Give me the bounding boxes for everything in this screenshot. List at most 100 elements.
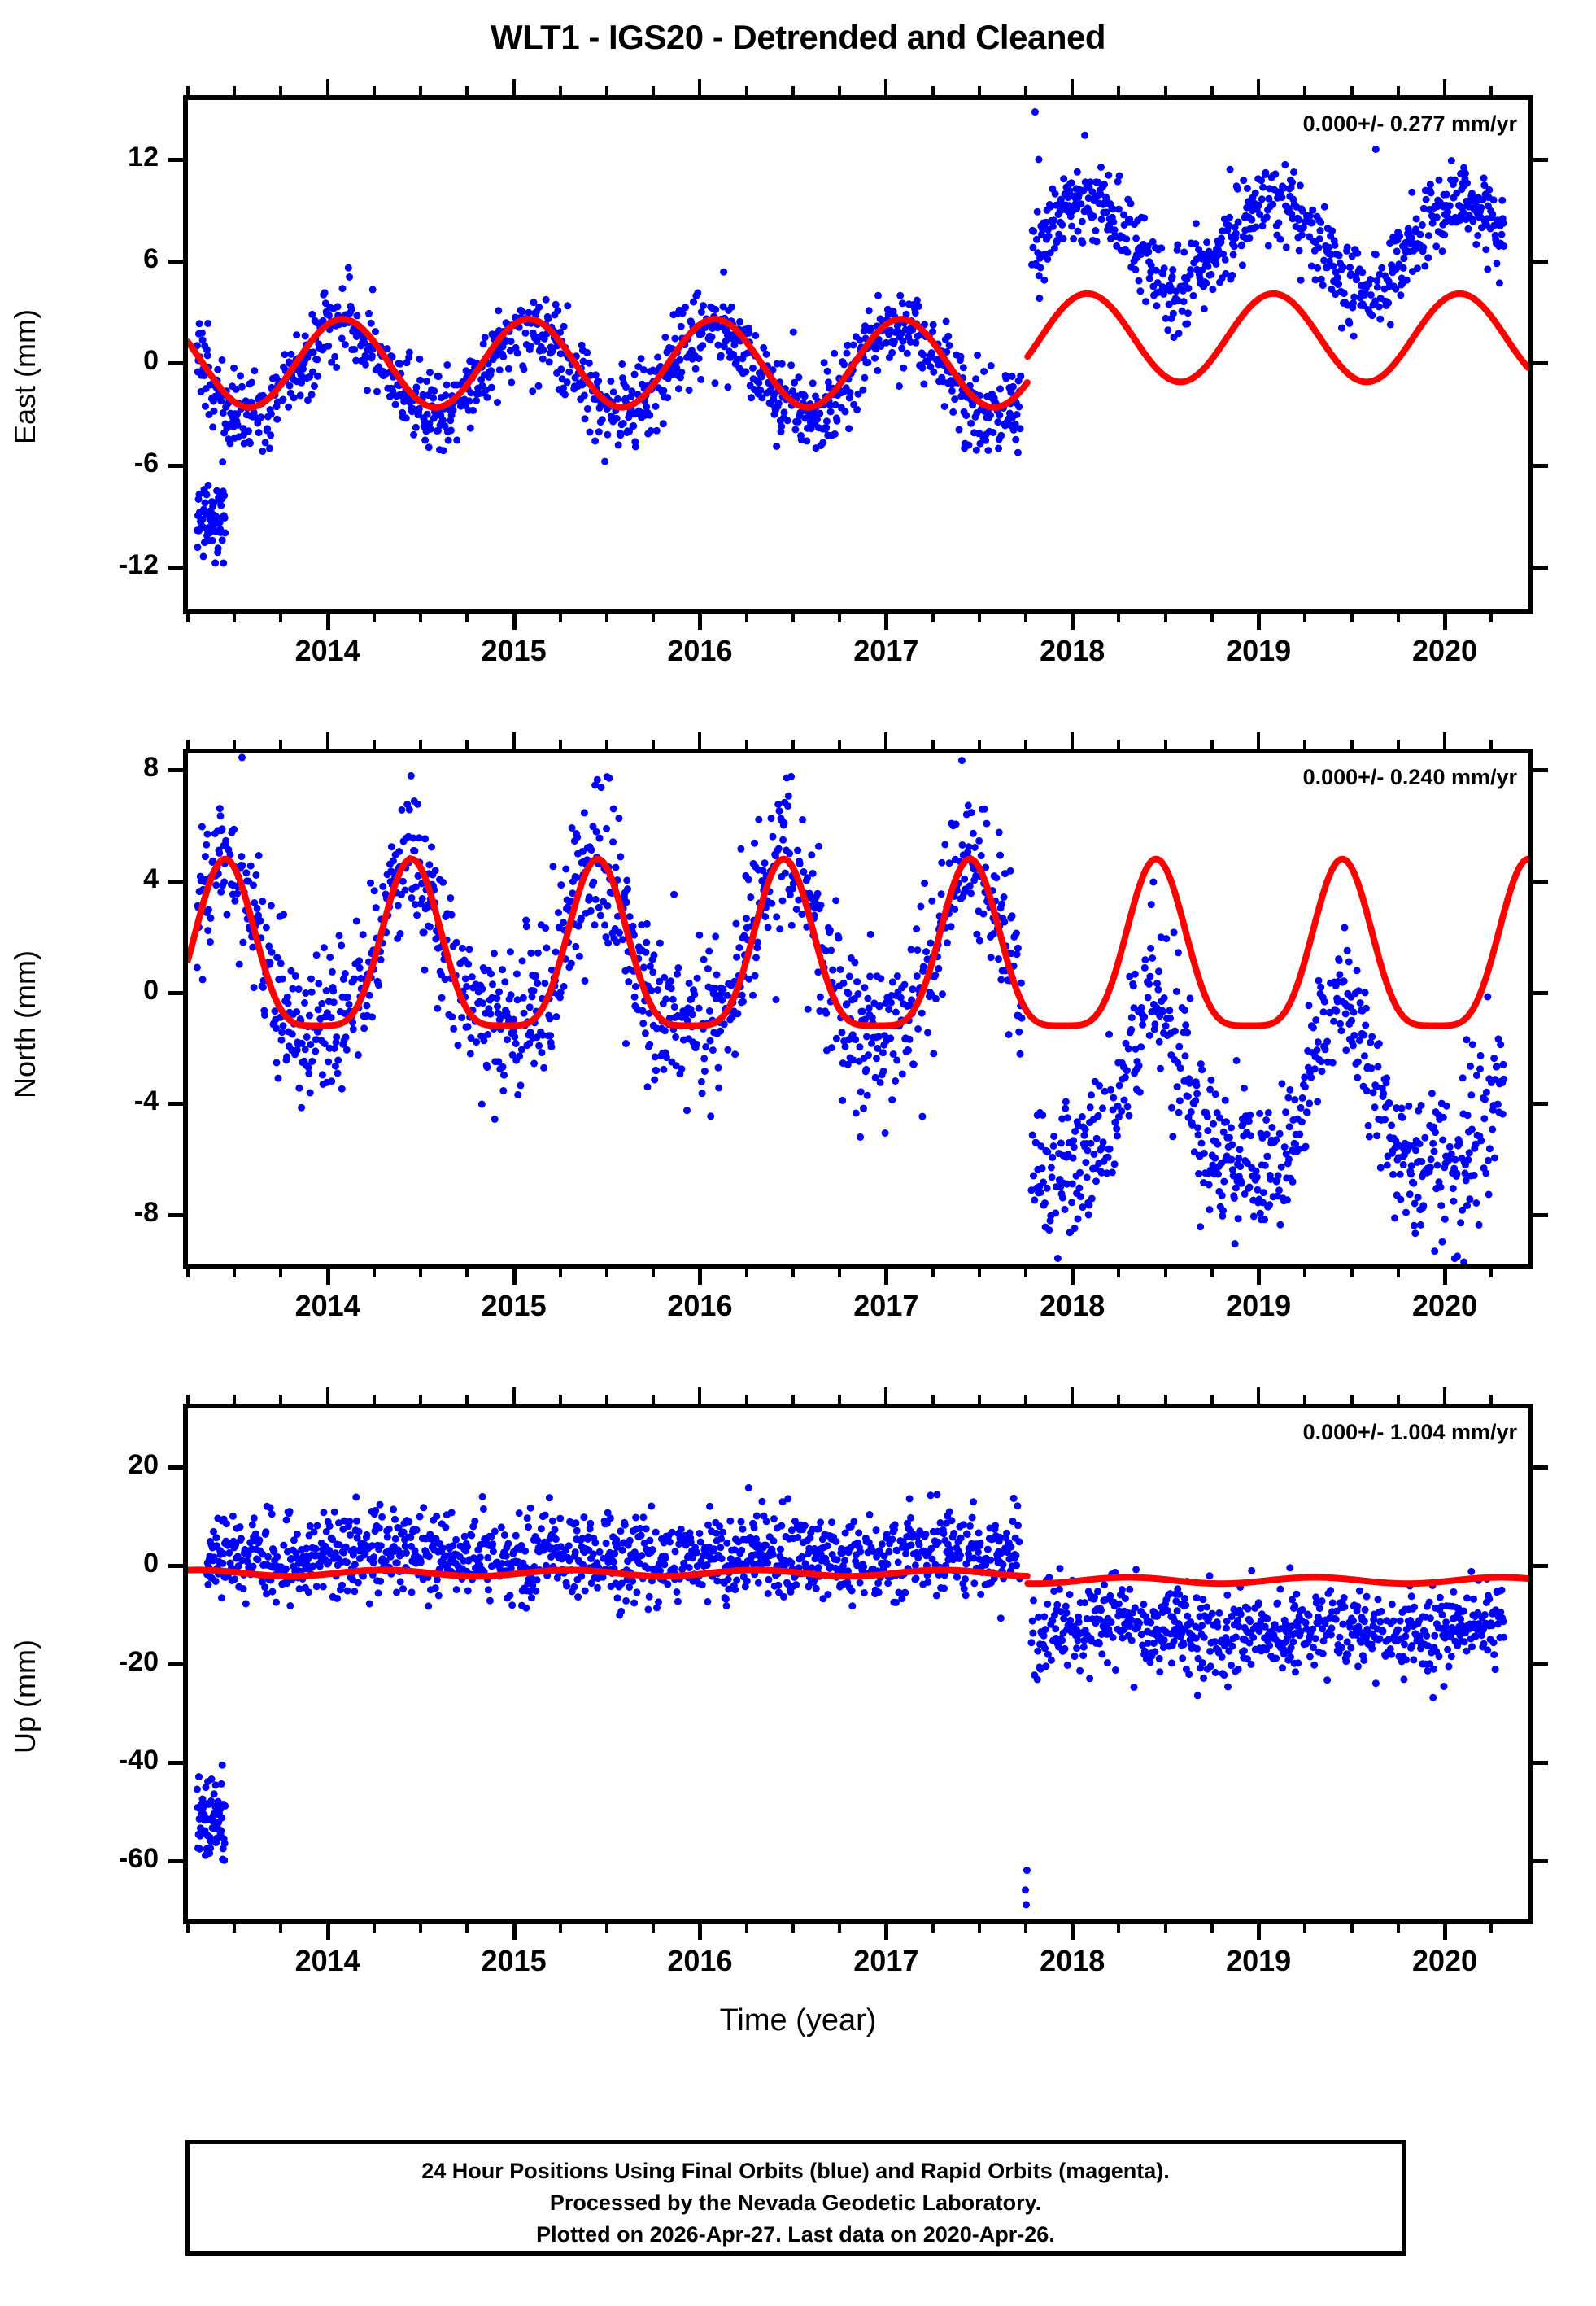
x-tick-mark-minor	[558, 1267, 562, 1277]
footer-line-1: 24 Hour Positions Using Final Orbits (bl…	[421, 2159, 1170, 2183]
x-tick-mark-minor	[1024, 1922, 1027, 1933]
plot-area-north	[188, 753, 1528, 1264]
x-tick-mark-minor	[279, 1922, 283, 1933]
y-tick-label: -60	[118, 1842, 159, 1874]
x-tick-mark-top	[233, 1395, 237, 1405]
x-tick-mark-top	[931, 86, 935, 97]
x-tick-mark-minor	[186, 1922, 190, 1933]
x-tick-mark-minor	[1163, 1922, 1167, 1933]
x-tick-label: 2020	[1411, 1944, 1478, 1977]
x-tick-mark-minor	[791, 612, 795, 622]
x-tick-mark-top	[1350, 740, 1354, 750]
x-tick-mark-top	[1163, 1395, 1167, 1405]
x-tick-mark-major	[512, 1267, 517, 1285]
x-tick-mark-major	[1071, 612, 1075, 630]
x-tick-mark-minor	[372, 612, 376, 622]
plot-area-east	[188, 108, 1528, 567]
x-tick-mark-top	[1396, 86, 1400, 97]
x-tick-mark-minor	[1489, 1922, 1494, 1933]
x-tick-mark-minor	[1117, 1922, 1121, 1933]
y-tick-mark	[168, 768, 183, 773]
x-tick-mark-top	[931, 740, 935, 750]
x-tick-mark-major	[1443, 1267, 1447, 1285]
x-tick-mark-major	[1257, 612, 1262, 630]
x-tick-mark-minor	[419, 1922, 423, 1933]
x-tick-mark-top	[419, 740, 423, 750]
x-tick-mark-minor	[652, 1267, 656, 1277]
y-tick-label: -6	[133, 447, 159, 478]
y-tick-mark-right	[1533, 1102, 1548, 1107]
x-tick-label: 2019	[1226, 1944, 1292, 1977]
x-tick-mark-minor	[1396, 612, 1400, 622]
x-tick-mark-major	[1071, 1922, 1075, 1940]
y-tick-label: 0	[143, 974, 159, 1006]
x-tick-mark-minor	[279, 612, 283, 622]
x-tick-mark-top	[1489, 1395, 1494, 1405]
x-tick-label: 2018	[1040, 634, 1105, 667]
x-tick-mark-top	[1489, 740, 1494, 750]
x-tick-mark-minor	[1210, 1922, 1214, 1933]
x-tick-mark-top	[279, 86, 283, 97]
plot-frame-up	[183, 1404, 1533, 1924]
x-tick-label: 2017	[853, 634, 919, 667]
y-tick-mark	[168, 1212, 183, 1217]
x-tick-mark-top	[186, 1395, 190, 1405]
x-tick-mark-minor	[233, 1922, 237, 1933]
x-tick-mark-top	[233, 86, 237, 97]
y-tick-mark	[168, 1858, 183, 1863]
x-tick-mark-top	[512, 79, 516, 97]
rate-annotation-east: 0.000+/- 0.277 mm/yr	[1302, 111, 1517, 136]
x-tick-mark-top	[977, 740, 981, 750]
x-tick-mark-top	[838, 1395, 842, 1405]
x-axis-title: Time (year)	[719, 2003, 877, 2037]
x-tick-mark-top	[1117, 86, 1121, 97]
y-tick-mark-right	[1533, 158, 1548, 163]
x-tick-mark-top	[1210, 1395, 1214, 1405]
y-tick-mark-right	[1533, 1662, 1548, 1666]
y-tick-mark	[168, 990, 183, 995]
x-tick-label: 2020	[1411, 634, 1478, 667]
x-tick-mark-minor	[605, 1267, 608, 1277]
x-tick-mark-minor	[744, 1267, 748, 1277]
x-tick-mark-top	[325, 79, 329, 97]
x-tick-mark-minor	[977, 1922, 981, 1933]
x-tick-mark-minor	[233, 1267, 237, 1277]
x-tick-label: 2020	[1411, 1289, 1478, 1322]
x-tick-mark-top	[1117, 740, 1121, 750]
y-tick-label: 4	[143, 863, 159, 894]
x-tick-mark-minor	[1489, 612, 1494, 622]
x-tick-mark-minor	[558, 1922, 562, 1933]
x-tick-mark-minor	[1210, 1267, 1214, 1277]
y-tick-mark-right	[1533, 1465, 1548, 1470]
x-tick-mark-top	[884, 79, 888, 97]
x-tick-mark-major	[1257, 1267, 1262, 1285]
y-tick-mark	[168, 1760, 183, 1765]
y-tick-mark-right	[1533, 1212, 1548, 1217]
x-tick-label: 2016	[667, 1944, 733, 1977]
x-tick-label: 2015	[481, 634, 547, 667]
x-tick-mark-minor	[1117, 612, 1121, 622]
x-tick-mark-minor	[1303, 1267, 1307, 1277]
x-tick-label: 2016	[667, 634, 733, 667]
x-tick-mark-minor	[1117, 1267, 1121, 1277]
x-tick-mark-top	[186, 740, 190, 750]
x-tick-mark-top	[186, 86, 190, 97]
x-tick-mark-top	[605, 86, 608, 97]
y-tick-label: -12	[118, 548, 159, 580]
x-tick-mark-minor	[419, 612, 423, 622]
x-tick-mark-major	[325, 1922, 330, 1940]
x-tick-mark-top	[1257, 1387, 1261, 1405]
x-tick-mark-top	[1071, 1387, 1075, 1405]
y-tick-label: 0	[143, 345, 159, 377]
x-tick-mark-top	[744, 740, 748, 750]
x-tick-mark-top	[1350, 86, 1354, 97]
x-tick-mark-minor	[977, 1267, 981, 1277]
x-tick-mark-major	[1257, 1922, 1262, 1940]
x-tick-mark-top	[372, 740, 376, 750]
y-tick-label: -4	[133, 1085, 159, 1117]
y-axis-title-north: North (mm)	[8, 950, 41, 1098]
x-tick-mark-top	[977, 86, 981, 97]
x-tick-mark-top	[791, 1395, 795, 1405]
x-tick-mark-major	[884, 1267, 889, 1285]
y-tick-mark-right	[1533, 1760, 1548, 1765]
